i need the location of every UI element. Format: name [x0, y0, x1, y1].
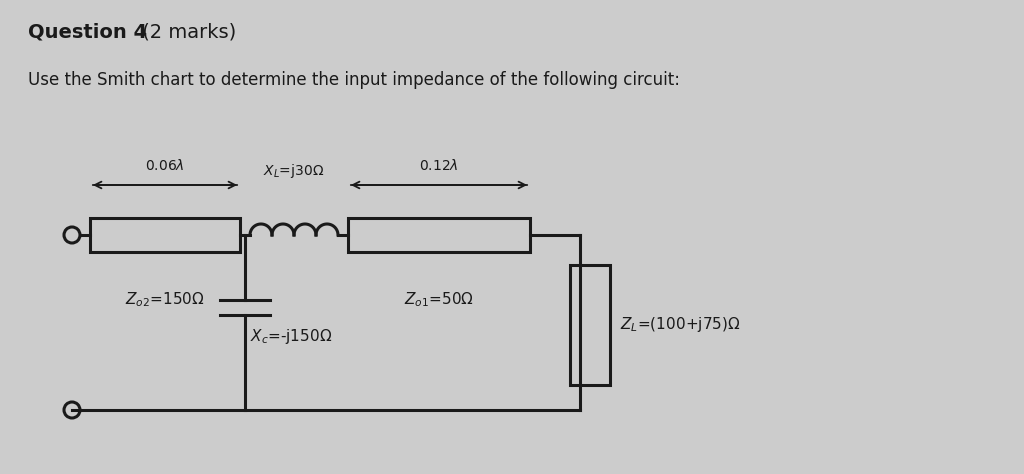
- Bar: [570, 265, 610, 385]
- Text: $Z_L$=(100+j75)$\Omega$: $Z_L$=(100+j75)$\Omega$: [620, 316, 740, 335]
- Text: $0.06\lambda$: $0.06\lambda$: [145, 158, 185, 173]
- Text: (2 marks): (2 marks): [136, 22, 237, 42]
- Text: $Z_{o2}$=150$\Omega$: $Z_{o2}$=150$\Omega$: [125, 290, 205, 309]
- Text: $X_L$=j30$\Omega$: $X_L$=j30$\Omega$: [263, 162, 325, 180]
- Text: $0.12\lambda$: $0.12\lambda$: [419, 158, 459, 173]
- Text: Question 4: Question 4: [28, 22, 147, 42]
- Text: Use the Smith chart to determine the input impedance of the following circuit:: Use the Smith chart to determine the inp…: [28, 71, 680, 89]
- Text: $X_c$=-j150$\Omega$: $X_c$=-j150$\Omega$: [250, 327, 332, 346]
- Bar: [90, 218, 240, 252]
- Text: $Z_{o1}$=50$\Omega$: $Z_{o1}$=50$\Omega$: [404, 290, 474, 309]
- Bar: [348, 218, 530, 252]
